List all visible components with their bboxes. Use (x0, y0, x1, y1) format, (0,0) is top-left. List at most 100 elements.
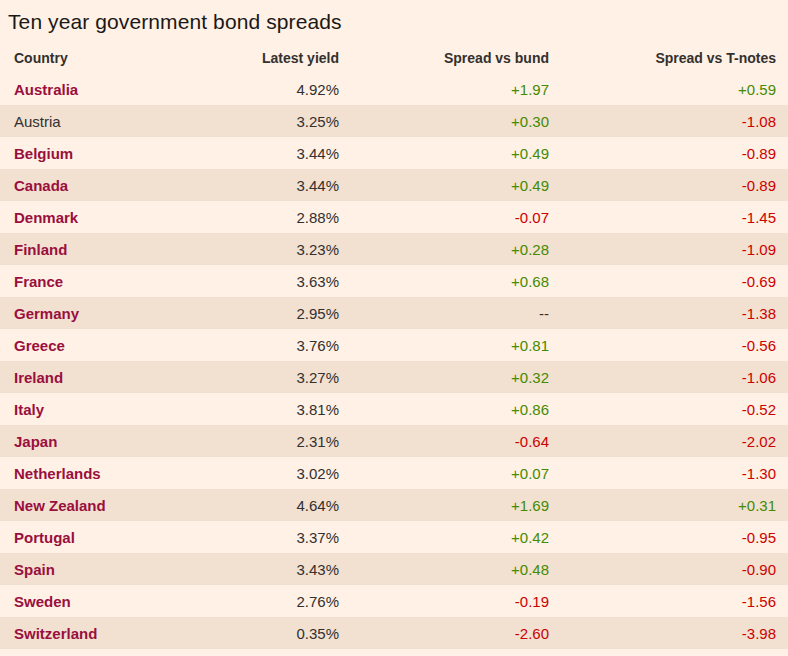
latest-yield-value: 2.76% (200, 585, 340, 617)
country-cell: Greece (0, 329, 200, 361)
spread-vs-bund-value: +0.49 (340, 169, 550, 201)
country-link[interactable]: Canada (14, 177, 68, 194)
spread-vs-bund-value: -0.19 (340, 585, 550, 617)
country-link[interactable]: Denmark (14, 209, 78, 226)
latest-yield-value: 4.64% (200, 489, 340, 521)
country-cell: Australia (0, 73, 200, 105)
col-header-spread-vs-tnotes: Spread vs T-notes (550, 43, 788, 73)
latest-yield-value: 3.44% (200, 137, 340, 169)
country-link[interactable]: Japan (14, 433, 57, 450)
country-cell: Switzerland (0, 617, 200, 649)
spread-vs-bund-value: -2.60 (340, 617, 550, 649)
spread-vs-bund-value: +0.86 (340, 393, 550, 425)
spread-vs-tnotes-value: -0.89 (550, 137, 788, 169)
country-cell: Denmark (0, 201, 200, 233)
table-row: France 3.63% +0.68 -0.69 (0, 265, 788, 297)
latest-yield-value: 3.27% (200, 361, 340, 393)
country-link[interactable]: Ireland (14, 369, 63, 386)
country-cell: Netherlands (0, 457, 200, 489)
spread-vs-tnotes-value: -2.02 (550, 425, 788, 457)
table-row: Sweden 2.76% -0.19 -1.56 (0, 585, 788, 617)
latest-yield-value: 3.81% (200, 393, 340, 425)
latest-yield-value: 4.92% (200, 73, 340, 105)
table-row: Portugal 3.37% +0.42 -0.95 (0, 521, 788, 553)
table-row: Japan 2.31% -0.64 -2.02 (0, 425, 788, 457)
spread-vs-bund-value: +0.48 (340, 553, 550, 585)
table-row: Austria 3.25% +0.30 -1.08 (0, 105, 788, 137)
page-title: Ten year government bond spreads (0, 0, 788, 43)
country-link[interactable]: Switzerland (14, 625, 97, 642)
table-row: Denmark 2.88% -0.07 -1.45 (0, 201, 788, 233)
country-link[interactable]: Sweden (14, 593, 71, 610)
table-row: Australia 4.92% +1.97 +0.59 (0, 73, 788, 105)
country-link[interactable]: Spain (14, 561, 55, 578)
table-row: Greece 3.76% +0.81 -0.56 (0, 329, 788, 361)
spread-vs-tnotes-value: -0.56 (550, 329, 788, 361)
country-cell: Ireland (0, 361, 200, 393)
latest-yield-value: 0.35% (200, 617, 340, 649)
spread-vs-tnotes-value: -1.06 (550, 361, 788, 393)
country-cell: Austria (0, 105, 200, 137)
country-cell: France (0, 265, 200, 297)
country-link[interactable]: Germany (14, 305, 79, 322)
col-header-spread-vs-bund: Spread vs bund (340, 43, 550, 73)
bond-spreads-table: Country Latest yield Spread vs bund Spre… (0, 43, 788, 649)
spread-vs-bund-value: +0.07 (340, 457, 550, 489)
spread-vs-tnotes-value: +0.31 (550, 489, 788, 521)
spread-vs-tnotes-value: -1.30 (550, 457, 788, 489)
col-header-latest-yield: Latest yield (200, 43, 340, 73)
spread-vs-bund-value: +0.81 (340, 329, 550, 361)
table-header-row: Country Latest yield Spread vs bund Spre… (0, 43, 788, 73)
spread-vs-tnotes-value: -1.38 (550, 297, 788, 329)
table-row: Finland 3.23% +0.28 -1.09 (0, 233, 788, 265)
spread-vs-bund-value: -- (340, 297, 550, 329)
spread-vs-tnotes-value: -1.45 (550, 201, 788, 233)
spread-vs-tnotes-value: -0.69 (550, 265, 788, 297)
spread-vs-tnotes-value: -1.09 (550, 233, 788, 265)
spread-vs-bund-value: +1.69 (340, 489, 550, 521)
spread-vs-bund-value: +1.97 (340, 73, 550, 105)
table-row: New Zealand 4.64% +1.69 +0.31 (0, 489, 788, 521)
spread-vs-bund-value: -0.64 (340, 425, 550, 457)
country-link: Austria (14, 113, 61, 130)
country-link[interactable]: Australia (14, 81, 78, 98)
country-link[interactable]: Portugal (14, 529, 75, 546)
col-header-country: Country (0, 43, 200, 73)
spread-vs-bund-value: +0.28 (340, 233, 550, 265)
spread-vs-bund-value: +0.49 (340, 137, 550, 169)
country-cell: Japan (0, 425, 200, 457)
spread-vs-tnotes-value: -0.95 (550, 521, 788, 553)
country-link[interactable]: France (14, 273, 63, 290)
latest-yield-value: 3.02% (200, 457, 340, 489)
table-row: Canada 3.44% +0.49 -0.89 (0, 169, 788, 201)
spread-vs-bund-value: +0.32 (340, 361, 550, 393)
spread-vs-bund-value: -0.07 (340, 201, 550, 233)
latest-yield-value: 3.43% (200, 553, 340, 585)
country-cell: Canada (0, 169, 200, 201)
table-row: Netherlands 3.02% +0.07 -1.30 (0, 457, 788, 489)
country-link[interactable]: Netherlands (14, 465, 101, 482)
country-link[interactable]: New Zealand (14, 497, 106, 514)
table-row: Belgium 3.44% +0.49 -0.89 (0, 137, 788, 169)
country-cell: Finland (0, 233, 200, 265)
latest-yield-value: 2.88% (200, 201, 340, 233)
spread-vs-tnotes-value: +0.59 (550, 73, 788, 105)
spread-vs-tnotes-value: -1.56 (550, 585, 788, 617)
latest-yield-value: 2.31% (200, 425, 340, 457)
country-link[interactable]: Belgium (14, 145, 73, 162)
country-cell: Sweden (0, 585, 200, 617)
latest-yield-value: 3.63% (200, 265, 340, 297)
table-row: Germany 2.95% -- -1.38 (0, 297, 788, 329)
spread-vs-bund-value: +0.30 (340, 105, 550, 137)
country-link[interactable]: Finland (14, 241, 67, 258)
latest-yield-value: 3.44% (200, 169, 340, 201)
spread-vs-tnotes-value: -3.98 (550, 617, 788, 649)
bond-spreads-widget: Ten year government bond spreads Country… (0, 0, 788, 649)
spread-vs-bund-value: +0.68 (340, 265, 550, 297)
country-link[interactable]: Greece (14, 337, 65, 354)
table-row: Italy 3.81% +0.86 -0.52 (0, 393, 788, 425)
country-cell: Germany (0, 297, 200, 329)
country-cell: Spain (0, 553, 200, 585)
country-link[interactable]: Italy (14, 401, 44, 418)
latest-yield-value: 3.76% (200, 329, 340, 361)
